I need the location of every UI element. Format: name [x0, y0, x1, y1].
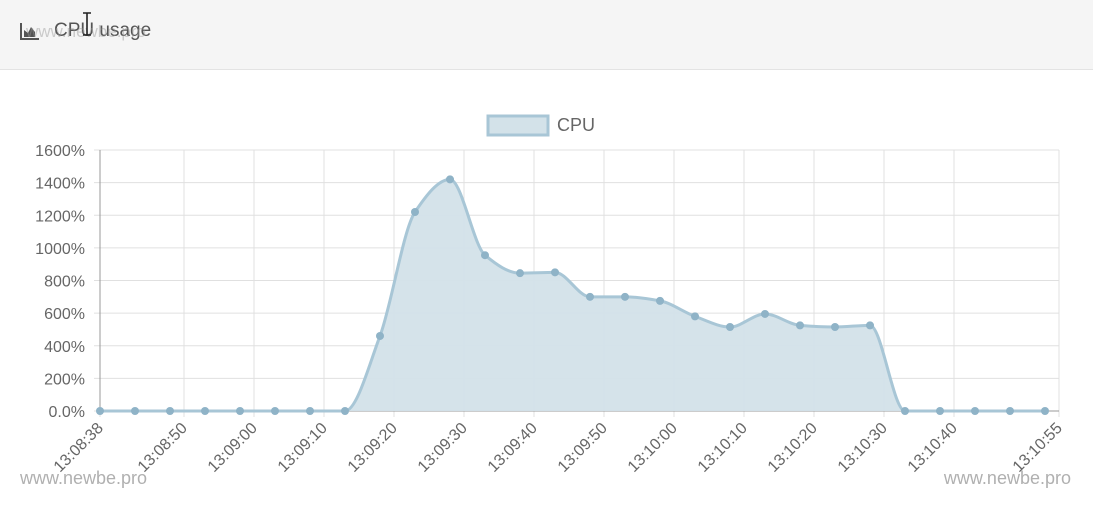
y-tick-label: 800%: [44, 274, 85, 291]
x-tick-label: 13:10:00: [625, 420, 681, 476]
heading-watermark: www.newbe.pro: [26, 22, 147, 41]
cpu-data-point: [201, 407, 209, 415]
cpu-data-point: [166, 407, 174, 415]
chart-points: [96, 175, 1049, 415]
cpu-series-line: [99, 177, 1045, 413]
x-tick-label: 13:09:50: [555, 420, 611, 476]
cpu-data-point: [376, 331, 384, 340]
panel-heading: CPU usage www.newbe.pro: [0, 0, 1093, 70]
area-chart-icon: [20, 23, 39, 40]
cpu-data-point: [621, 292, 629, 301]
cpu-data-point: [586, 292, 594, 301]
cpu-data-point: [691, 312, 699, 321]
watermark-right: www.newbe.pro: [943, 468, 1071, 488]
cpu-data-point: [726, 322, 734, 331]
x-tick-label: 13:10:10: [695, 420, 751, 476]
x-tick-label: 13:09:40: [485, 420, 541, 476]
y-tick-label: 1400%: [35, 176, 85, 193]
cpu-data-point: [96, 407, 104, 415]
x-tick-label: 13:09:20: [345, 420, 401, 476]
panel-title: CPU usage: [20, 20, 151, 42]
cpu-data-point: [236, 407, 244, 415]
cpu-data-point: [761, 309, 769, 318]
cpu-data-point: [656, 296, 664, 305]
cpu-data-point: [551, 268, 559, 277]
watermark-left: www.newbe.pro: [20, 468, 148, 488]
cpu-data-point: [131, 407, 139, 415]
cpu-data-point: [446, 175, 454, 184]
y-tick-label: 600%: [44, 306, 85, 323]
cpu-data-point: [306, 407, 314, 415]
legend-swatch[interactable]: [486, 114, 550, 137]
cpu-data-point: [481, 251, 489, 260]
chart-legend[interactable]: CPU: [486, 114, 595, 137]
y-tick-label: 1600%: [35, 143, 85, 160]
cpu-series-area: [100, 179, 1045, 411]
x-tick-label: 13:10:20: [765, 420, 821, 476]
cpu-data-point: [971, 407, 979, 415]
x-tick-label: 13:09:00: [205, 420, 261, 476]
panel-title-text: CPU usage: [54, 20, 152, 41]
cpu-data-point: [1041, 407, 1049, 415]
x-tick-label: 13:09:30: [415, 420, 471, 476]
cpu-data-point: [796, 321, 804, 330]
cpu-data-point: [1006, 407, 1014, 415]
text-cursor-icon: [83, 12, 91, 36]
cpu-data-point: [516, 269, 524, 278]
cpu-data-point: [271, 407, 279, 415]
x-tick-label: 13:09:10: [275, 420, 331, 476]
cpu-data-point: [411, 207, 419, 216]
cpu-data-point: [936, 407, 944, 415]
y-tick-label: 400%: [44, 339, 85, 356]
y-tick-label: 0.0%: [49, 404, 85, 421]
x-tick-label: 13:10:30: [835, 420, 891, 476]
cpu-data-point: [341, 407, 349, 415]
legend-label[interactable]: CPU: [557, 115, 595, 135]
y-tick-label: 200%: [44, 371, 85, 388]
cpu-data-point: [866, 321, 874, 330]
cpu-data-point: [901, 407, 909, 415]
cpu-data-point: [831, 322, 839, 331]
chart-series: [99, 177, 1045, 413]
y-tick-label: 1000%: [35, 241, 85, 258]
y-tick-label: 1200%: [35, 208, 85, 225]
